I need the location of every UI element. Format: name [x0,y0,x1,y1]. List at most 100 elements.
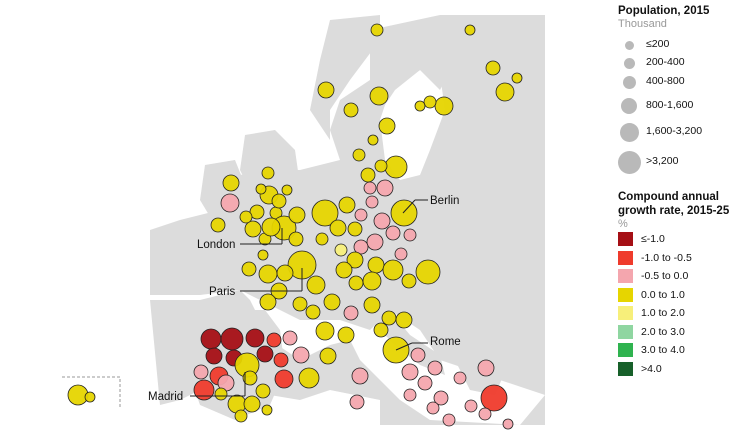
city-bubble [453,371,467,385]
city-bubble [382,259,404,281]
city-bubble [337,326,355,344]
city-bubble [426,401,440,415]
color-legend-swatch [618,250,633,265]
color-legend-row: 3.0 to 4.0 [618,343,736,359]
city-bubble [381,310,397,326]
color-legend-label: 2.0 to 3.0 [641,325,685,338]
city-bubble [374,159,388,173]
city-bubble [417,375,433,391]
size-legend-row: 200-400 [612,53,736,73]
berlin-callout-line [402,199,416,214]
size-legend-circle [619,122,639,142]
city-bubble [249,204,265,220]
inset-frame [62,376,121,407]
city-bubble [360,167,376,183]
city-bubble [239,210,253,224]
size-legend-row: 400-800 [612,72,736,92]
city-bubble [367,256,385,274]
size-legend-circle [623,57,635,69]
color-legend-swatch [618,232,633,246]
color-legend-label: -1.0 to -0.5 [641,251,692,264]
city-label-berlin: Berlin [430,195,459,207]
city-bubble [348,275,364,291]
city-bubble [370,23,384,37]
city-bubble [485,60,501,76]
city-bubble [394,247,408,261]
size-legend-circle [622,75,636,89]
city-bubble [210,217,226,233]
color-legend-label: -0.5 to 0.0 [641,270,689,282]
color-legend-row: 0.0 to 1.0 [618,287,736,304]
city-bubble [352,148,366,162]
color-legend-label: >4.0 [641,362,662,375]
city-bubble [276,264,294,282]
city-bubble [464,399,478,413]
size-legend-circle [624,40,634,50]
city-bubble [257,249,269,261]
city-bubble [363,181,377,195]
city-label-madrid: Madrid [148,391,183,403]
city-bubble [288,231,304,247]
city-bubble [367,134,379,146]
color-legend-swatch [618,324,633,339]
city-bubble [329,219,347,237]
city-bubble [401,273,417,289]
city-bubble [338,196,356,214]
city-bubble [415,259,441,285]
city-bubble [376,179,394,197]
city-bubble [241,261,257,277]
city-bubble [306,275,326,295]
city-bubble [366,233,384,251]
city-bubble [288,206,306,224]
city-bubble [292,346,310,364]
city-bubble [373,212,391,230]
city-bubble [222,174,240,192]
city-bubble [403,228,417,242]
city-bubble [315,232,329,246]
city-bubble [214,387,228,401]
city-bubble [271,193,287,209]
city-bubble [349,394,365,410]
city-bubble [244,220,262,238]
color-legend-header: Compound annual growth rate, 2015-25 % [618,190,736,231]
color-legend-label: 1.0 to 2.0 [641,307,685,319]
size-legend-row: 1,600-3,200 [612,122,736,142]
city-bubble [343,102,359,118]
city-bubble [511,72,523,84]
city-bubble [373,322,389,338]
city-bubble [193,364,209,380]
city-bubble [220,327,244,351]
color-legend-label: 3.0 to 4.0 [641,344,685,356]
city-bubble [200,328,222,350]
city-bubble [434,96,454,116]
city-bubble [319,347,337,365]
city-bubble [243,395,261,413]
city-label-rome: Rome [430,336,461,348]
north-east-land [500,15,545,80]
city-bubble [258,264,278,284]
city-bubble [378,117,396,135]
city-bubble [259,293,277,311]
size-legend-title: Population, 2015 [618,5,710,17]
color-legend-unit: % [618,218,628,230]
city-bubble [266,332,282,348]
size-legend-label: >3,200 [646,155,679,167]
city-bubble [255,183,267,195]
city-bubble [369,86,389,106]
city-bubble [385,225,401,241]
city-bubble [433,390,449,406]
city-bubble [464,24,476,36]
color-legend-swatch [618,343,633,357]
city-bubble [390,199,418,227]
city-bubble [193,379,215,401]
city-bubble [403,388,417,402]
size-legend-circle [621,98,637,114]
color-legend-row: -0.5 to 0.0 [618,269,736,285]
color-legend-label: ≤-1.0 [641,233,665,245]
city-bubble [347,221,363,237]
city-bubble [365,195,379,209]
city-bubble [255,383,271,399]
city-bubble [480,384,508,412]
size-legend-row: 800-1,600 [612,96,736,116]
city-bubble [315,321,335,341]
